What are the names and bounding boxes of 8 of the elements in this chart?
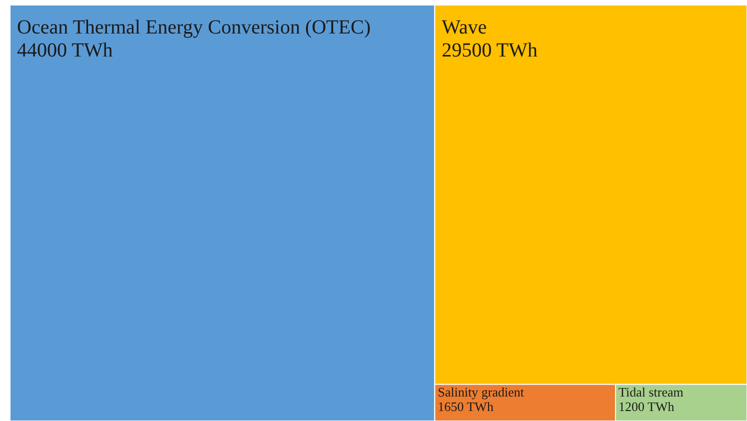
category-label: Ocean Thermal Energy Conversion (OTEC): [17, 16, 371, 38]
data-label: 44000 TWh: [17, 39, 113, 62]
data-label: 1650 TWh: [438, 399, 494, 414]
data-label: 29500 TWh: [442, 39, 538, 62]
category-label: Wave: [442, 16, 487, 38]
data-label: 1200 TWh: [618, 399, 675, 414]
category-label: Salinity gradient: [438, 384, 524, 400]
category-label: Tidal stream: [618, 384, 684, 400]
